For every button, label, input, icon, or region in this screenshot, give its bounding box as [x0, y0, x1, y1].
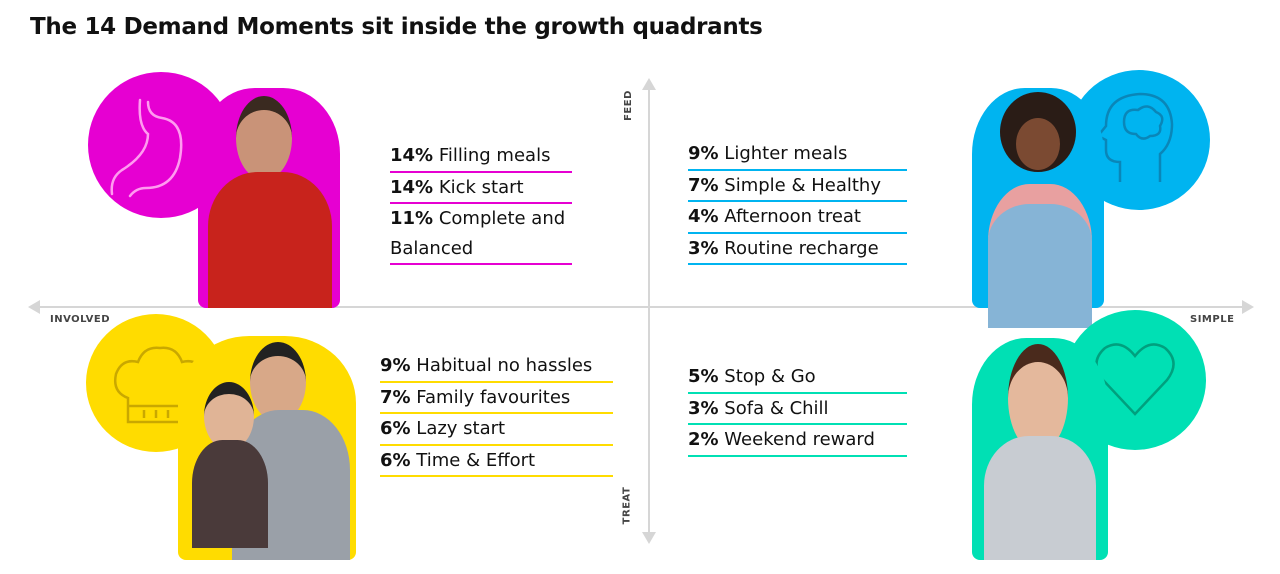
list-item: 14% Kick start: [390, 173, 572, 204]
feed-involved-list: 14% Filling meals 14% Kick start 11% Com…: [390, 141, 572, 265]
list-item: 4% Afternoon treat: [688, 202, 907, 234]
arrow-down-icon: [642, 532, 656, 544]
list-item: 7% Family favourites: [380, 383, 613, 414]
stomach-icon: [110, 98, 183, 198]
axis-label-simple: SIMPLE: [1190, 314, 1235, 325]
woman-eating-noodles-photo: [972, 88, 1104, 328]
arrow-up-icon: [642, 78, 656, 90]
axis-label-involved: INVOLVED: [50, 314, 111, 325]
list-item: 14% Filling meals: [390, 141, 572, 173]
horizontal-axis: [38, 306, 1244, 308]
brain-head-icon: [1096, 92, 1174, 182]
list-item: 3% Sofa & Chill: [688, 394, 907, 425]
treat-involved-list: 9% Habitual no hassles 7% Family favouri…: [380, 351, 613, 477]
arrow-left-icon: [28, 300, 40, 314]
list-item: 6% Lazy start: [380, 414, 613, 446]
woman-eating-chocolate-photo: [972, 338, 1108, 560]
axis-label-feed: FEED: [622, 90, 634, 121]
list-item: 2% Weekend reward: [688, 425, 907, 457]
treat-simple-list: 5% Stop & Go 3% Sofa & Chill 2% Weekend …: [688, 362, 907, 457]
list-item: 9% Lighter meals: [688, 139, 907, 171]
father-and-daughter-photo: [178, 336, 356, 560]
list-item: 6% Time & Effort: [380, 446, 613, 477]
axis-label-treat: TREAT: [621, 486, 633, 525]
list-item: 7% Simple & Healthy: [688, 171, 907, 202]
heart-icon: [1095, 343, 1175, 416]
list-item: 11% Complete and Balanced: [390, 204, 572, 265]
feed-simple-list: 9% Lighter meals 7% Simple & Healthy 4% …: [688, 139, 907, 265]
chef-hat-icon: [114, 346, 206, 424]
list-item: 3% Routine recharge: [688, 234, 907, 265]
list-item: 9% Habitual no hassles: [380, 351, 613, 383]
man-with-coffee-photo: [198, 88, 340, 308]
vertical-axis: [648, 88, 650, 534]
page-title: The 14 Demand Moments sit inside the gro…: [30, 14, 763, 40]
arrow-right-icon: [1242, 300, 1254, 314]
list-item: 5% Stop & Go: [688, 362, 907, 394]
